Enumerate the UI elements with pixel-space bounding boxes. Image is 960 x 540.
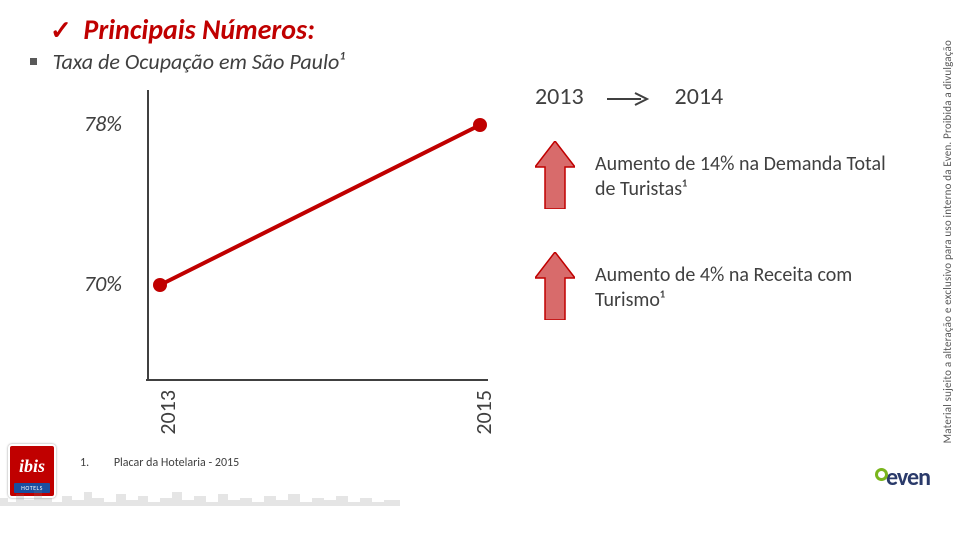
footnote-num: 1. xyxy=(80,456,89,470)
confidential-note: Material sujeito a alteração e exclusivo… xyxy=(941,40,954,443)
year-from: 2013 xyxy=(535,82,584,111)
stat-revenue-text: Aumento de 4% na Receita com Turismo¹ xyxy=(595,263,905,313)
y-label-70: 70% xyxy=(84,270,122,297)
year-transition: 2013 2014 xyxy=(535,82,905,113)
y-label-78: 78% xyxy=(84,110,122,137)
checkmark-icon: ✓ xyxy=(50,14,72,46)
header: ✓ Principais Números: xyxy=(50,12,315,47)
subtitle-row: Taxa de Ocupação em São Paulo¹ xyxy=(30,48,345,75)
x-label-2015: 2015 xyxy=(470,390,497,435)
stat-demand-text: Aumento de 14% na Demanda Total de Turis… xyxy=(595,152,905,202)
chart-svg xyxy=(140,90,490,385)
page-title: Principais Números: xyxy=(83,12,314,47)
even-dot-icon xyxy=(875,468,888,481)
even-logo: even xyxy=(875,463,930,492)
year-to: 2014 xyxy=(675,82,724,111)
x-label-2013: 2013 xyxy=(154,390,181,435)
footnote: 1. Placar da Hotelaria - 2015 xyxy=(80,456,239,470)
arrow-right-icon xyxy=(607,84,651,113)
ibis-text: ibis xyxy=(10,456,54,477)
up-arrow-icon xyxy=(535,252,575,325)
stat-revenue: Aumento de 4% na Receita com Turismo¹ xyxy=(535,252,905,325)
bullet-icon xyxy=(30,58,37,65)
skyline-decoration xyxy=(0,488,400,506)
subtitle-text: Taxa de Ocupação em São Paulo¹ xyxy=(53,48,345,75)
data-point-2013 xyxy=(153,278,167,292)
stat-demand: Aumento de 14% na Demanda Total de Turis… xyxy=(535,141,905,214)
up-arrow-icon xyxy=(535,141,575,214)
data-point-2015 xyxy=(473,118,487,132)
footnote-text: Placar da Hotelaria - 2015 xyxy=(114,456,239,470)
even-text: even xyxy=(886,463,930,492)
occupancy-chart: 78% 70% 2013 2015 xyxy=(140,90,490,385)
trend-line xyxy=(160,125,480,285)
info-panel: 2013 2014 Aumento de 14% na Demanda Tota… xyxy=(535,82,905,363)
